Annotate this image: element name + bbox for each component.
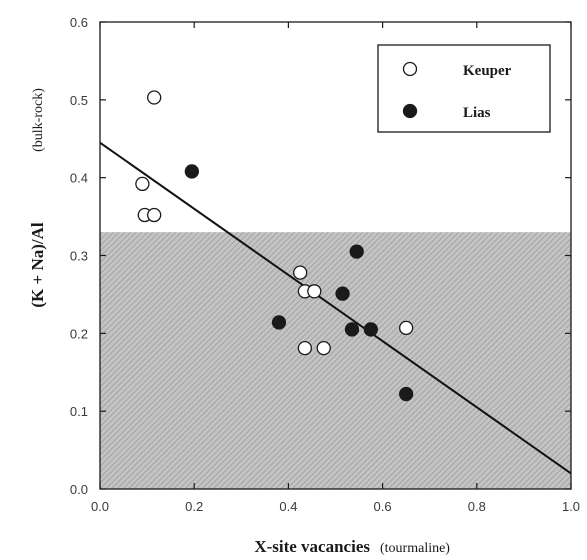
y-tick-label: 0.1 [70,404,88,419]
y-tick-label: 0.5 [70,93,88,108]
legend-label-lias: Lias [463,105,491,121]
legend-box [377,44,551,133]
data-point-keuper [147,207,162,223]
legend: Keuper Lias [377,44,551,133]
x-axis-label-note: (tourmaline) [380,541,450,556]
legend-marker-keuper [402,61,418,77]
data-point-keuper [316,340,331,356]
y-axis-label: (K + Na)/Al [28,222,47,308]
y-tick-label: 0.2 [70,326,88,341]
y-tick-label: 0.3 [70,249,88,264]
data-point-keuper [147,90,162,105]
data-point-lias [363,322,378,337]
x-tick-label: 0.0 [91,499,109,514]
data-point-lias [344,322,360,337]
data-point-lias [335,286,350,301]
data-point-lias [271,315,287,330]
y-tick-labels: 0.0 0.1 0.2 0.3 0.4 0.5 0.6 [70,15,88,497]
data-points [135,90,414,402]
x-tick-label: 0.4 [279,499,297,514]
plot-frame [99,21,572,490]
data-point-lias [349,244,364,259]
data-point-lias [184,164,199,179]
data-point-lias [398,386,414,402]
legend-label-keuper: Keuper [463,63,512,79]
data-point-keuper [297,340,313,356]
y-tick-label: 0.0 [70,482,88,497]
data-point-keuper [307,284,322,299]
x-tick-label: 0.2 [185,499,203,514]
x-tick-label: 0.8 [468,499,486,514]
y-axis-label-note: (bulk-rock) [31,88,46,152]
data-point-keuper [135,176,150,192]
x-tick-label: 0.6 [374,499,392,514]
data-point-keuper [398,320,414,336]
y-tick-label: 0.4 [70,171,88,186]
x-tick-labels: 0.0 0.2 0.4 0.6 0.8 1.0 [91,499,580,514]
data-point-keuper [293,265,308,280]
x-axis-label: X-site vacancies [254,537,370,556]
legend-marker-lias [402,103,418,119]
x-tick-label: 1.0 [562,499,580,514]
trend-line [100,141,571,475]
y-tick-label: 0.6 [70,15,88,30]
shaded-region [100,232,571,489]
